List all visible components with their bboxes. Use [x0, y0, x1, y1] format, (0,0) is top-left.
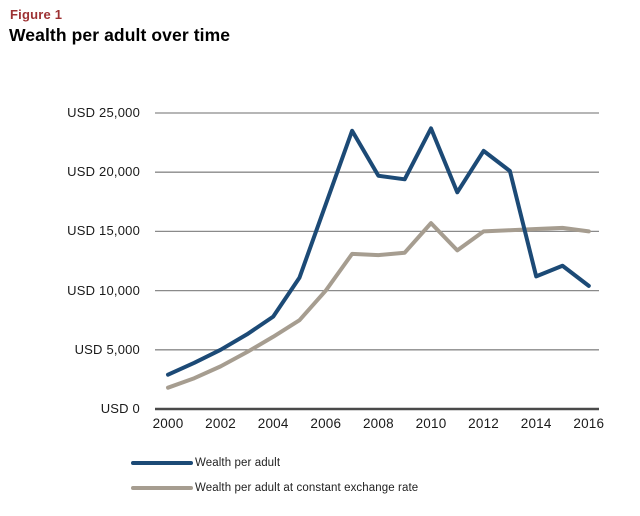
figure-label: Figure 1	[10, 7, 63, 22]
legend-swatch-constant-exchange-rate	[131, 485, 193, 490]
y-axis-tick-label: USD 20,000	[67, 164, 140, 180]
y-axis-tick-label: USD 10,000	[67, 282, 140, 298]
legend-swatch-wealth-per-adult	[131, 460, 193, 465]
chart-legend: Wealth per adult Wealth per adult at con…	[131, 450, 418, 500]
legend-item-wealth-per-adult: Wealth per adult	[131, 450, 418, 475]
y-axis-tick-label: USD 0	[100, 401, 140, 416]
series-line-wealth-per-adult	[166, 126, 591, 377]
x-axis-tick-label: 2008	[362, 416, 394, 431]
x-axis-tick-label: 2014	[520, 416, 552, 431]
y-axis-tick-label: USD 25,000	[67, 105, 140, 120]
series-line-wealth-per-adult-at-constant-exchange-rate	[166, 221, 591, 390]
legend-label: Wealth per adult at constant exchange ra…	[195, 481, 419, 494]
x-axis-tick-label: 2012	[468, 416, 500, 431]
x-axis-tick-label: 2016	[573, 416, 605, 431]
y-axis-tick-label: USD 15,000	[67, 223, 140, 239]
x-axis-tick-label: 2006	[310, 416, 342, 431]
x-axis-tick-label: 2010	[415, 416, 447, 431]
chart-title: Wealth per adult over time	[9, 25, 231, 45]
x-axis-tick-label: 2004	[257, 416, 289, 431]
y-axis-tick-label: USD 5,000	[74, 341, 140, 357]
legend-item-constant-exchange-rate: Wealth per adult at constant exchange ra…	[131, 475, 418, 500]
x-axis-tick-label: 2002	[205, 416, 237, 431]
x-axis-tick-label: 2000	[152, 416, 184, 431]
legend-label: Wealth per adult	[195, 456, 281, 469]
